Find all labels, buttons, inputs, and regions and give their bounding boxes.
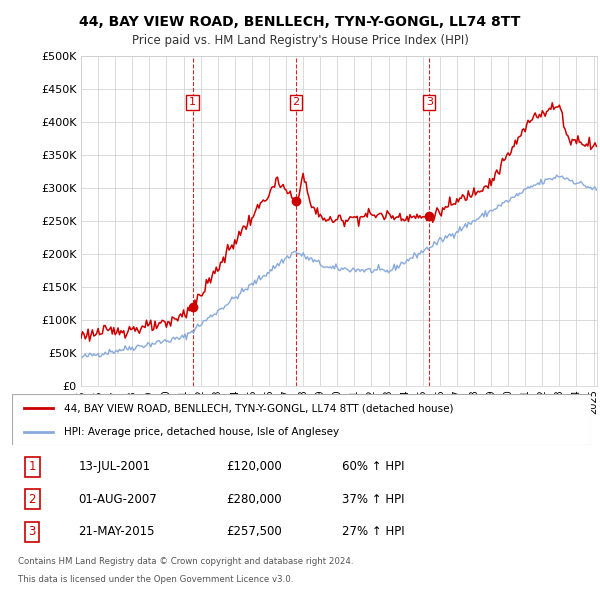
Text: 3: 3 [426, 97, 433, 107]
Text: 1: 1 [29, 460, 36, 473]
Text: 2: 2 [29, 493, 36, 506]
Text: 3: 3 [29, 525, 36, 538]
Text: 2: 2 [292, 97, 299, 107]
Text: 44, BAY VIEW ROAD, BENLLECH, TYN-Y-GONGL, LL74 8TT: 44, BAY VIEW ROAD, BENLLECH, TYN-Y-GONGL… [79, 15, 521, 29]
Text: £280,000: £280,000 [226, 493, 282, 506]
Text: 44, BAY VIEW ROAD, BENLLECH, TYN-Y-GONGL, LL74 8TT (detached house): 44, BAY VIEW ROAD, BENLLECH, TYN-Y-GONGL… [64, 403, 454, 413]
Text: 01-AUG-2007: 01-AUG-2007 [79, 493, 157, 506]
Text: This data is licensed under the Open Government Licence v3.0.: This data is licensed under the Open Gov… [18, 575, 293, 584]
Text: 37% ↑ HPI: 37% ↑ HPI [342, 493, 404, 506]
Text: 27% ↑ HPI: 27% ↑ HPI [342, 525, 404, 538]
Text: 60% ↑ HPI: 60% ↑ HPI [342, 460, 404, 473]
Text: Contains HM Land Registry data © Crown copyright and database right 2024.: Contains HM Land Registry data © Crown c… [18, 557, 353, 566]
Text: 1: 1 [189, 97, 196, 107]
Text: £120,000: £120,000 [226, 460, 282, 473]
Text: £257,500: £257,500 [226, 525, 282, 538]
Text: 13-JUL-2001: 13-JUL-2001 [79, 460, 151, 473]
Text: 21-MAY-2015: 21-MAY-2015 [79, 525, 155, 538]
Text: HPI: Average price, detached house, Isle of Anglesey: HPI: Average price, detached house, Isle… [64, 428, 339, 437]
FancyBboxPatch shape [12, 394, 591, 445]
Text: Price paid vs. HM Land Registry's House Price Index (HPI): Price paid vs. HM Land Registry's House … [131, 34, 469, 47]
